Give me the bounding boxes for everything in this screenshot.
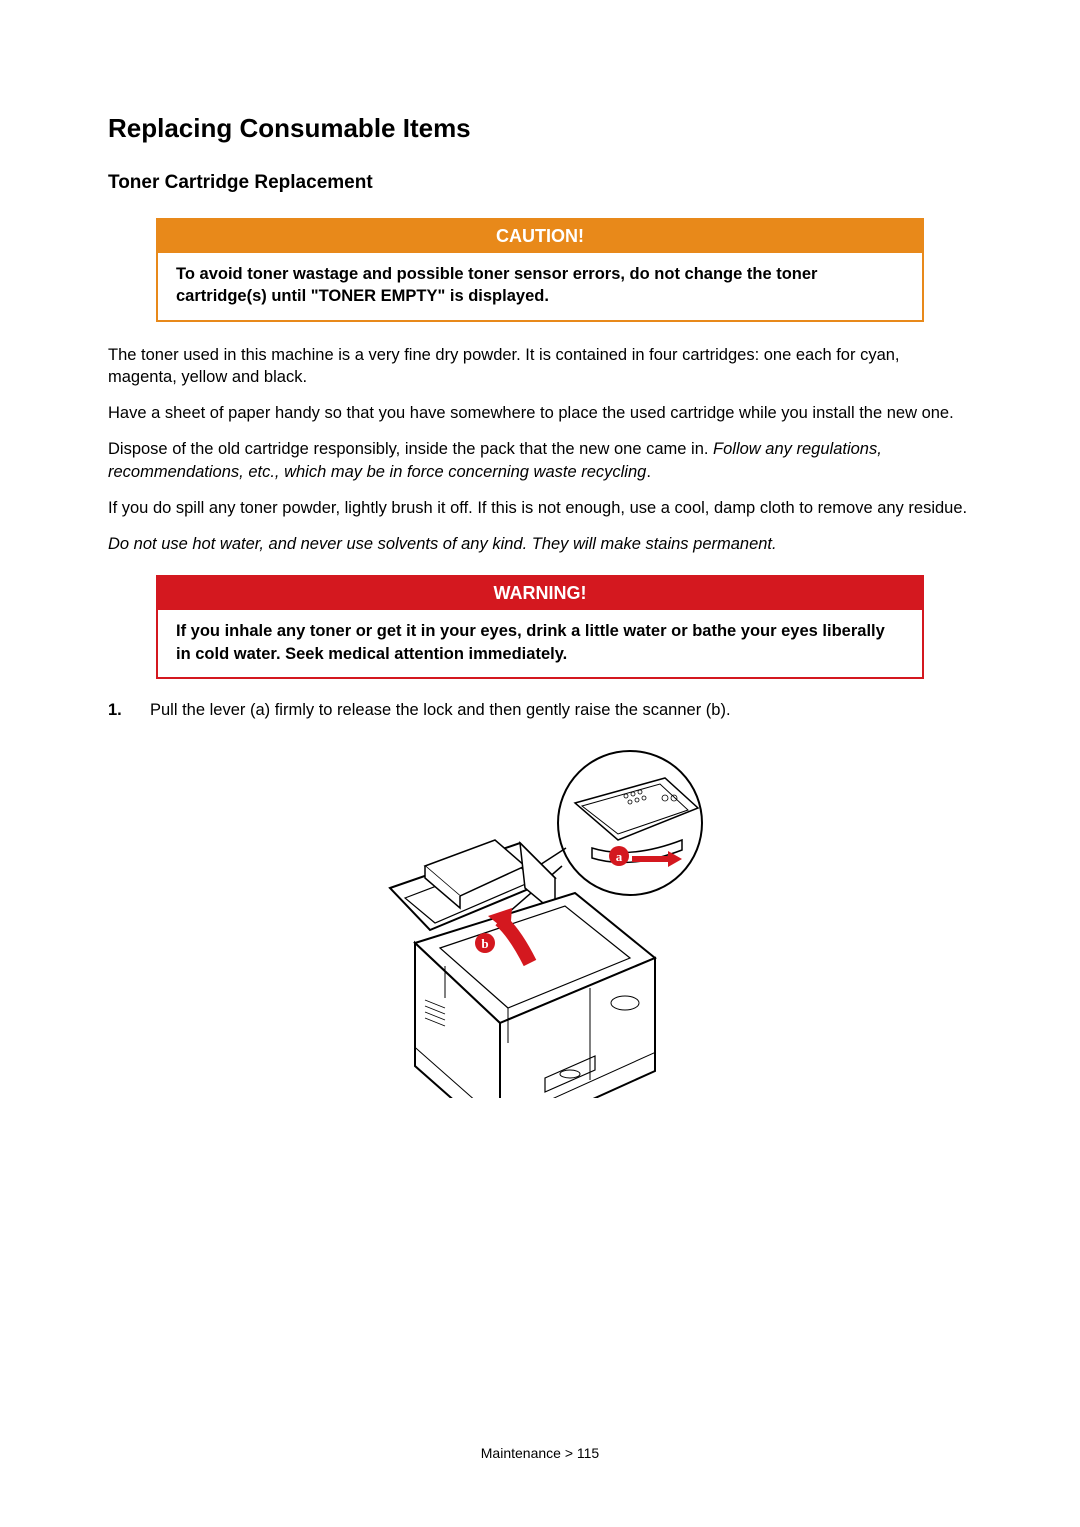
warning-body: If you inhale any toner or get it in you… <box>158 610 922 677</box>
paragraph-3: Dispose of the old cartridge responsibly… <box>108 438 972 483</box>
figure-printer: a <box>108 748 972 1098</box>
p3-plain: Dispose of the old cartridge responsibly… <box>108 440 713 458</box>
svg-text:b: b <box>481 936 488 951</box>
heading-sub: Toner Cartridge Replacement <box>108 172 972 194</box>
step-1: 1. Pull the lever (a) firmly to release … <box>108 701 972 720</box>
caution-box: CAUTION! To avoid toner wastage and poss… <box>156 218 924 322</box>
step-1-number: 1. <box>108 701 128 720</box>
paragraph-2: Have a sheet of paper handy so that you … <box>108 402 972 424</box>
page-content: Replacing Consumable Items Toner Cartrid… <box>0 0 1080 1098</box>
printer-illustration-svg: a <box>330 748 750 1098</box>
caution-body: To avoid toner wastage and possible tone… <box>158 253 922 320</box>
paragraph-5: Do not use hot water, and never use solv… <box>108 533 972 555</box>
paragraph-1: The toner used in this machine is a very… <box>108 344 972 389</box>
warning-header: WARNING! <box>158 577 922 610</box>
step-1-text: Pull the lever (a) firmly to release the… <box>150 701 731 720</box>
paragraph-4: If you do spill any toner powder, lightl… <box>108 497 972 519</box>
p5-italic: Do not use hot water, and never use solv… <box>108 535 777 553</box>
heading-main: Replacing Consumable Items <box>108 113 972 144</box>
warning-box: WARNING! If you inhale any toner or get … <box>156 575 924 679</box>
svg-text:a: a <box>616 849 623 864</box>
p3-tail: . <box>646 463 651 481</box>
page-footer: Maintenance > 115 <box>0 1445 1080 1461</box>
caution-header: CAUTION! <box>158 220 922 253</box>
